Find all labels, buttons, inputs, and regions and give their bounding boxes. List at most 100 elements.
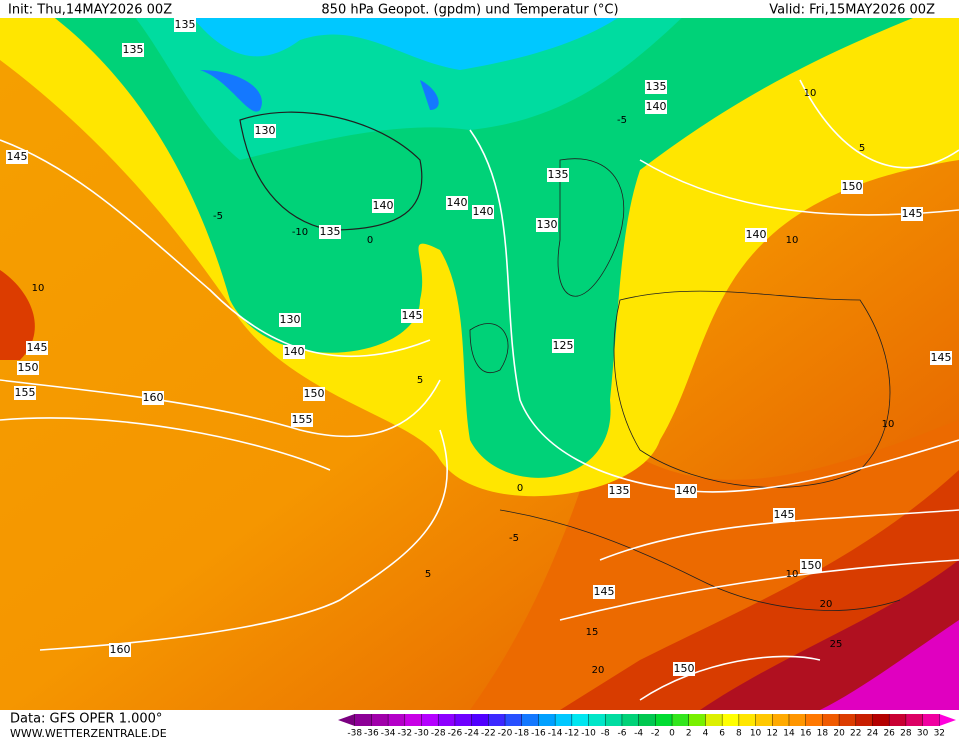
temperature-label: 5 — [425, 569, 431, 580]
colorbar-tick-label: 28 — [900, 729, 912, 739]
temperature-label: 10 — [786, 235, 799, 246]
colorbar-tick-label: 0 — [669, 729, 675, 739]
colorbar-tick-label: 2 — [686, 729, 692, 739]
temperature-label: 20 — [820, 599, 833, 610]
label-box — [930, 351, 952, 365]
label-box — [773, 508, 795, 522]
colorbar-swatch — [488, 714, 506, 726]
colorbar-swatch — [889, 714, 907, 726]
label-box — [14, 386, 36, 400]
colorbar-swatch — [839, 714, 857, 726]
colorbar-tick-label: -6 — [617, 729, 626, 739]
temperature-label: 5 — [417, 375, 423, 386]
colorbar-tick-label: -8 — [601, 729, 610, 739]
map-title: 850 hPa Geopot. (gpdm) und Temperatur (°… — [321, 3, 618, 18]
colorbar-tick-label: -20 — [498, 729, 513, 739]
label-box — [645, 100, 667, 114]
temperature-label: 10 — [882, 419, 895, 430]
geopotential-label: 130 — [537, 218, 558, 231]
colorbar-swatch — [772, 714, 790, 726]
label-box — [254, 124, 276, 138]
colorbar-tick-label: 4 — [703, 729, 709, 739]
geopotential-label: 135 — [123, 43, 144, 56]
geopotential-label: 140 — [473, 205, 494, 218]
geopotential-label: 160 — [110, 643, 131, 656]
colorbar-swatch — [872, 714, 890, 726]
geopotential-label: 160 — [143, 391, 164, 404]
colorbar-tick-label: -12 — [564, 729, 579, 739]
colorbar-tick-label: -38 — [347, 729, 362, 739]
label-box — [472, 205, 494, 219]
colorbar-swatch — [371, 714, 389, 726]
temperature-label: 10 — [804, 88, 817, 99]
geopotential-label: 145 — [7, 150, 28, 163]
colorbar-swatch — [588, 714, 606, 726]
colorbar-swatch — [922, 714, 940, 726]
header-bar — [0, 0, 959, 18]
geopotential-label: 150 — [674, 662, 695, 675]
colorbar-tick-label: -16 — [531, 729, 546, 739]
colorbar-tick-label: 14 — [783, 729, 795, 739]
geopotential-label: 155 — [292, 413, 313, 426]
label-box — [593, 585, 615, 599]
colorbar-tick-label: -24 — [464, 729, 479, 739]
colorbar-swatch — [421, 714, 439, 726]
temperature-label: -10 — [292, 227, 308, 238]
label-box — [122, 43, 144, 57]
colorbar-tick-label: -22 — [481, 729, 496, 739]
colorbar-swatch — [672, 714, 690, 726]
geopotential-label: 135 — [548, 168, 569, 181]
website: WWW.WETTERZENTRALE.DE — [10, 727, 167, 740]
colorbar-tick-label: -28 — [431, 729, 446, 739]
label-box — [319, 225, 341, 239]
geopotential-label: 145 — [931, 351, 952, 364]
geopotential-label: 140 — [676, 484, 697, 497]
label-box — [645, 80, 667, 94]
label-box — [673, 662, 695, 676]
colorbar-swatch — [388, 714, 406, 726]
colorbar-tick-label: 22 — [850, 729, 861, 739]
colorbar-tick-label: 16 — [800, 729, 812, 739]
data-source: Data: GFS OPER 1.000° — [10, 712, 162, 727]
label-box — [17, 361, 39, 375]
temperature-label: -5 — [213, 211, 223, 222]
label-box — [552, 339, 574, 353]
label-box — [841, 180, 863, 194]
geopotential-label: 140 — [646, 100, 667, 113]
colorbar-swatch — [404, 714, 422, 726]
map-field — [0, 0, 959, 710]
colorbar-tick-label: 10 — [750, 729, 762, 739]
colorbar-swatch — [438, 714, 456, 726]
geopotential-label: 145 — [402, 309, 423, 322]
label-box — [608, 484, 630, 498]
geopotential-label: 145 — [27, 341, 48, 354]
label-box — [547, 168, 569, 182]
temperature-label: 0 — [517, 483, 523, 494]
colorbar-swatch — [655, 714, 673, 726]
label-box — [745, 228, 767, 242]
colorbar-swatch — [354, 714, 372, 726]
colorbar-swatch — [555, 714, 573, 726]
geopotential-label: 155 — [15, 386, 36, 399]
temperature-label: 5 — [859, 143, 865, 154]
colorbar-tick-label: 30 — [917, 729, 929, 739]
colorbar-arrow — [939, 714, 956, 726]
colorbar-swatch — [521, 714, 539, 726]
colorbar-swatch — [688, 714, 706, 726]
colorbar-swatch — [788, 714, 806, 726]
colorbar-swatch — [454, 714, 472, 726]
geopotential-label: 135 — [646, 80, 667, 93]
temperature-label: 15 — [586, 627, 599, 638]
colorbar-tick-label: -10 — [581, 729, 596, 739]
colorbar-swatch — [571, 714, 589, 726]
geopotential-label: 145 — [774, 508, 795, 521]
geopotential-label: 135 — [609, 484, 630, 497]
label-box — [174, 18, 196, 32]
label-box — [901, 207, 923, 221]
colorbar-tick-label: -2 — [651, 729, 660, 739]
colorbar-swatch — [471, 714, 489, 726]
temperature-label: 20 — [592, 665, 605, 676]
label-box — [279, 313, 301, 327]
geopotential-label: 150 — [18, 361, 39, 374]
